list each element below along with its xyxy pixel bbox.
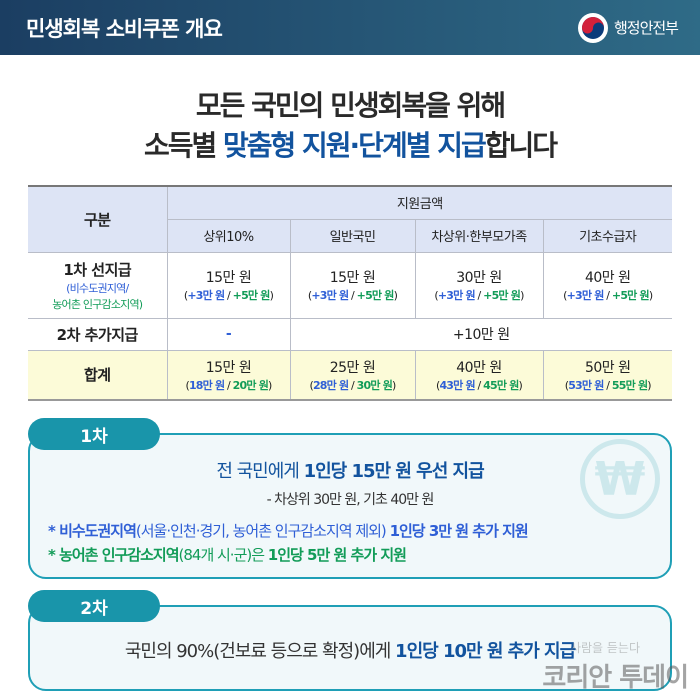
amount-extra: (+3만 원 / +5만 원) — [307, 289, 398, 302]
text: 1인당 3만 원 추가 지원 — [389, 522, 529, 540]
extra-blue: 18만 원 — [188, 378, 225, 392]
watermark-slogan: 사람을 듣는다 — [569, 641, 640, 655]
amount: 15만 원 — [205, 359, 252, 376]
phase1-sub: - 차상위 30만 원, 기초 40만 원 — [266, 492, 435, 508]
extra-blue: 43만 원 — [439, 378, 475, 392]
extra-green: 30만 원 — [356, 378, 393, 392]
headline-highlight: 맞춤형 지원·단계별 지급 — [223, 129, 487, 162]
table-row: 1차 선지급 (비수도권지역/농어촌 인구감소지역) 15만 원 (+3만 원 / … — [28, 251, 672, 319]
cell: - — [166, 317, 291, 351]
page-title: 민생회복 소비쿠폰 개요 — [26, 16, 223, 41]
support-table: 구분 지원금액 상위10% 일반국민 차상위·한부모가족 기초수급자 1차 선지급… — [28, 185, 672, 401]
col-header: 차상위·한부모가족 — [414, 218, 544, 253]
extra-green: 45만 원 — [483, 378, 519, 392]
text: 국민의 90%(건보료 등으로 확정)에게 — [124, 641, 396, 662]
col-group: 지원금액 — [166, 185, 672, 220]
row-label: 합계 — [28, 349, 168, 401]
extra-green: +5만 원 — [611, 289, 650, 302]
text: 1인당 10만 원 추가 지급 — [395, 641, 576, 662]
extra-green: 55만 원 — [611, 378, 648, 392]
extra-blue: +3만 원 — [437, 289, 476, 302]
phase1-notes: * 비수도권지역(서울·인천·경기, 농어촌 인구감소지역 제외) 1인당 3만… — [48, 519, 529, 567]
row-label: 1차 선지급 (비수도권지역/농어촌 인구감소지역) — [28, 251, 168, 319]
phase2-main: 국민의 90%(건보료 등으로 확정)에게 1인당 10만 원 추가 지급 — [30, 637, 670, 663]
cell: 40만 원 (43만 원 / 45만 원) — [414, 349, 544, 401]
amount: 30만 원 — [456, 270, 502, 286]
note-1: * 비수도권지역(서울·인천·경기, 농어촌 인구감소지역 제외) 1인당 3만… — [48, 519, 529, 543]
text: 1인당 5만 원 추가 지원 — [267, 546, 407, 564]
cell: 15만 원 (18만 원 / 20만 원) — [166, 349, 291, 401]
extra-blue: +3만 원 — [187, 289, 225, 302]
col-header: 상위10% — [167, 218, 291, 253]
amount: 25만 원 — [329, 359, 376, 376]
headline-line2: 소득별 맞춤형 지원·단계별 지급합니다 — [0, 126, 700, 166]
headline-text: 합니다 — [484, 129, 558, 162]
headline: 모든 국민의 민생회복을 위해 소득별 맞춤형 지원·단계별 지급합니다 — [0, 86, 700, 166]
amount: 40만 원 — [456, 359, 502, 376]
phase1-box: ₩ 전 국민에게 1인당 15만 원 우선 지급 - 차상위 30만 원, 기초… — [28, 433, 672, 579]
cell: 15만 원 (+3만 원 / +5만 원) — [166, 251, 291, 319]
text: * 비수도권지역 — [48, 522, 137, 540]
cell: 40만 원 (+3만 원 / +5만 원) — [542, 251, 672, 319]
cell: 30만 원 (+3만 원 / +5만 원) — [414, 251, 544, 319]
phase2-tag: 2차 — [28, 590, 160, 622]
note-2: * 농어촌 인구감소지역(84개 시·군)은 1인당 5만 원 추가 지원 — [48, 543, 528, 567]
amount-extra: (+3만 원 / +5만 원) — [563, 289, 653, 302]
won-icon: ₩ — [580, 439, 660, 519]
col-category: 구분 — [28, 185, 168, 253]
extra-green: 20만 원 — [232, 378, 269, 392]
amount-extra: (18만 원 / 20만 원) — [185, 378, 272, 392]
phase1-main: 전 국민에게 1인당 15만 원 우선 지급 — [30, 457, 670, 483]
header-bar: 민생회복 소비쿠폰 개요 행정안전부 — [0, 0, 700, 55]
cell: +10만 원 — [289, 317, 672, 351]
extra-blue: +3만 원 — [566, 289, 605, 302]
table-row: 2차 추가지급 - +10만 원 — [28, 317, 672, 351]
amount-extra: (43만 원 / 45만 원) — [435, 378, 523, 392]
extra-green: +5만 원 — [232, 289, 271, 302]
row-label: 2차 추가지급 — [28, 317, 168, 351]
col-header: 기초수급자 — [542, 218, 672, 253]
cell: 15만 원 (+3만 원 / +5만 원) — [289, 251, 416, 319]
amount: 15만 원 — [329, 270, 376, 286]
amount-extra: (+3만 원 / +5만 원) — [183, 289, 274, 302]
extra-blue: +3만 원 — [311, 289, 349, 302]
row-title: 1차 선지급 — [63, 260, 132, 279]
headline-text: 소득별 — [143, 129, 223, 162]
emblem-icon — [577, 12, 608, 43]
table-row: 합계 15만 원 (18만 원 / 20만 원) 25만 원 (28만 원 / 30만… — [28, 349, 672, 401]
row-sub: 농어촌 인구감소지역) — [52, 297, 143, 311]
text: (서울·인천·경기, 농어촌 인구감소지역 제외) — [135, 522, 390, 540]
amount-extra: (28만 원 / 30만 원) — [309, 378, 396, 392]
text: 1인당 15만 원 우선 지급 — [303, 461, 485, 482]
text: 전 국민에게 — [216, 461, 304, 482]
amount-extra: (53만 원 / 55만 원) — [564, 378, 652, 392]
text: (84개 시·군)은 — [178, 546, 268, 564]
amount: 50만 원 — [584, 359, 631, 376]
extra-blue: 28만 원 — [312, 378, 349, 392]
watermark: 코리안 투데이 — [542, 663, 689, 693]
row-sub: (비수도권지역/ — [66, 281, 129, 295]
extra-green: +5만 원 — [356, 289, 395, 302]
col-header: 일반국민 — [289, 218, 416, 253]
amount: 15만 원 — [205, 270, 252, 286]
extra-blue: 53만 원 — [568, 378, 604, 392]
extra-green: +5만 원 — [483, 289, 521, 302]
ministry-name: 행정안전부 — [613, 19, 679, 37]
headline-line1: 모든 국민의 민생회복을 위해 — [195, 89, 506, 122]
cell: 25만 원 (28만 원 / 30만 원) — [289, 349, 416, 401]
ministry-logo: 행정안전부 — [577, 12, 679, 43]
phase1-tag: 1차 — [28, 418, 160, 450]
cell: 50만 원 (53만 원 / 55만 원) — [542, 349, 672, 401]
text: * 농어촌 인구감소지역 — [48, 546, 179, 564]
amount-extra: (+3만 원 / +5만 원) — [434, 289, 524, 302]
amount: 40만 원 — [584, 270, 631, 286]
